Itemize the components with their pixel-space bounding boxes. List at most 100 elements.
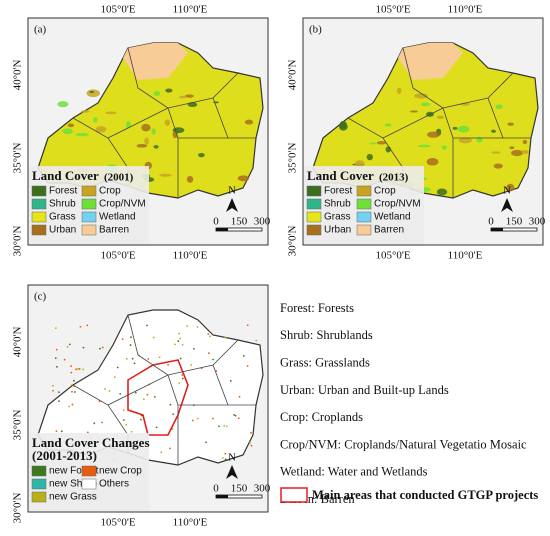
- region-boundary: [107, 107, 169, 139]
- change-dot: [79, 325, 82, 328]
- change-dot: [196, 326, 199, 328]
- change-dot: [155, 426, 158, 429]
- map-panel: (a) 105°0'E 110°0'E 105°0'E 110°0'E 40°0'N 35°…: [12, 4, 271, 262]
- vegetation-patch: [441, 145, 447, 150]
- vegetation-patch: [153, 145, 159, 149]
- scale-label: 150: [231, 483, 248, 495]
- change-dot: [134, 391, 137, 394]
- change-dot: [68, 343, 71, 346]
- change-dot: [221, 457, 224, 459]
- change-dot: [153, 395, 156, 398]
- left-tick-label: 40°0'N: [12, 60, 24, 91]
- vegetation-patch: [67, 123, 74, 128]
- change-dot: [142, 398, 145, 401]
- vegetation-patch: [244, 119, 254, 125]
- change-dot: [98, 400, 101, 403]
- left-tick-label: 30°0'N: [12, 226, 24, 257]
- vegetation-patch: [452, 126, 458, 130]
- legend-label: Crop: [374, 186, 396, 197]
- change-dot: [152, 336, 155, 339]
- legend-swatch: [356, 224, 372, 236]
- legend-label: Grass: [49, 212, 76, 223]
- vegetation-patch: [86, 89, 100, 98]
- change-dot: [122, 409, 125, 412]
- change-dot: [196, 417, 199, 420]
- north-arrow: [501, 198, 513, 212]
- legend-swatch: [81, 478, 97, 490]
- change-dot: [158, 356, 161, 359]
- change-dot: [178, 332, 181, 335]
- change-dot: [174, 343, 177, 346]
- change-dot: [212, 417, 214, 420]
- change-dot: [190, 364, 193, 366]
- vegetation-patch: [376, 141, 387, 145]
- change-dot: [70, 384, 73, 387]
- panel-label: (a): [34, 24, 47, 36]
- change-dot: [172, 413, 175, 416]
- change-dot: [108, 390, 111, 392]
- change-dot: [56, 365, 58, 368]
- panel-label: (b): [309, 24, 322, 36]
- vegetation-patch: [165, 88, 173, 93]
- change-dot: [54, 357, 57, 360]
- map-panel: (c) 105°0'E 110°0'E 40°0'N 35°0'N 30°0'N Land …: [12, 284, 271, 529]
- vegetation-patch: [427, 131, 440, 138]
- vegetation-patch: [426, 158, 439, 166]
- vegetation-patch: [417, 144, 431, 148]
- vegetation-patch: [491, 129, 496, 133]
- scale-label: 300: [254, 216, 271, 228]
- map-panel: (b) 105°0'E 110°0'E 105°0'E 110°0'E 40°0'N 35°…: [287, 4, 546, 262]
- legend-subtitle: (2013): [379, 172, 409, 184]
- change-dot: [55, 327, 57, 330]
- vegetation-patch: [164, 119, 171, 127]
- bottom-tick-label: 105°0'E: [100, 250, 135, 262]
- change-dot: [179, 337, 181, 340]
- north-arrow: [226, 465, 238, 479]
- left-tick-label: 35°0'N: [287, 143, 299, 174]
- bottom-tick-label: 105°0'E: [375, 250, 410, 262]
- vegetation-patch: [385, 146, 391, 153]
- change-dot: [224, 458, 227, 461]
- scale-bar-fill: [216, 495, 228, 498]
- bottom-tick-label: 110°0'E: [448, 250, 483, 262]
- change-dot: [104, 388, 106, 390]
- legend-swatch: [81, 224, 97, 236]
- change-dot: [75, 368, 78, 371]
- vegetation-patch: [105, 111, 117, 115]
- change-dot: [207, 333, 210, 335]
- vegetation-patch: [457, 125, 470, 133]
- top-tick-label: 110°0'E: [173, 4, 208, 16]
- change-dot: [246, 324, 249, 327]
- change-dot: [250, 431, 252, 434]
- left-tick-label: 30°0'N: [287, 226, 299, 257]
- north-arrow: [226, 198, 238, 212]
- change-dot: [223, 424, 226, 427]
- change-dot: [177, 340, 180, 342]
- legend-swatch: [31, 198, 47, 210]
- vegetation-patch: [421, 102, 430, 107]
- definition: Grass: Grasslands: [280, 355, 370, 369]
- change-dot: [122, 419, 125, 421]
- vegetation-patch: [75, 133, 89, 137]
- vegetation-patch: [458, 137, 472, 144]
- change-dot: [52, 389, 54, 392]
- legend-label: new Grass: [49, 492, 97, 503]
- change-dot: [99, 347, 101, 350]
- change-dot: [101, 346, 104, 349]
- change-dot: [133, 362, 136, 365]
- north-label: N: [228, 185, 236, 197]
- vegetation-patch: [80, 110, 90, 113]
- legend-label: Urban: [49, 225, 76, 236]
- change-dot: [229, 380, 232, 382]
- change-dot: [181, 343, 184, 346]
- definition: Forest: Forests: [280, 301, 354, 315]
- definition: Wetland: Water and Wetlands: [280, 465, 428, 479]
- change-dot: [130, 336, 132, 339]
- change-dot: [77, 368, 79, 370]
- legend-label: Urban: [324, 225, 351, 236]
- vegetation-patch: [436, 115, 445, 119]
- legend-swatch: [31, 465, 47, 477]
- scale-bar-fill: [216, 228, 228, 231]
- legend-label: Others: [99, 479, 129, 490]
- change-dot: [160, 451, 163, 454]
